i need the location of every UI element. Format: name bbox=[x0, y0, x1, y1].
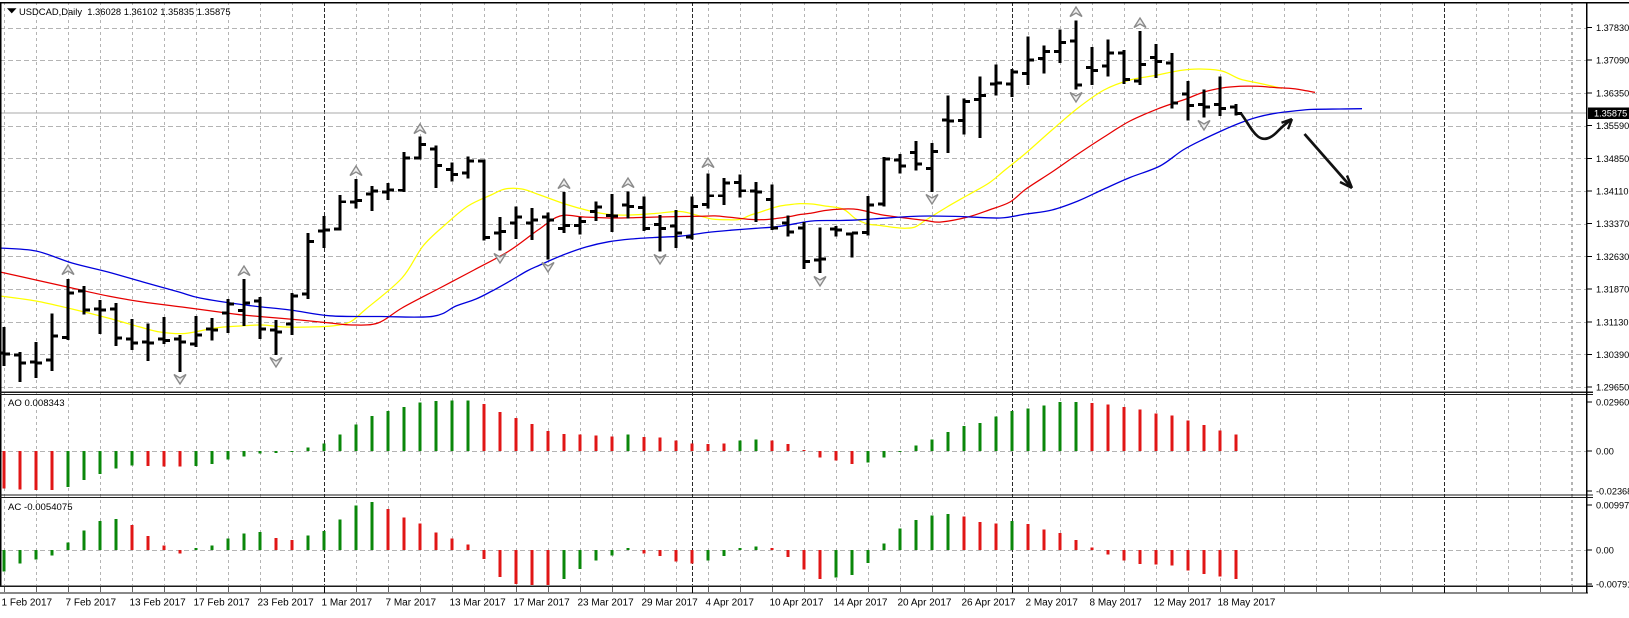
svg-text:10 Apr 2017: 10 Apr 2017 bbox=[770, 598, 824, 609]
svg-text:7 Feb 2017: 7 Feb 2017 bbox=[66, 598, 117, 609]
svg-text:1.30390: 1.30390 bbox=[1596, 350, 1629, 360]
svg-text:14 Apr 2017: 14 Apr 2017 bbox=[834, 598, 888, 609]
svg-text:1 Feb 2017: 1 Feb 2017 bbox=[2, 598, 53, 609]
svg-text:1 Mar 2017: 1 Mar 2017 bbox=[322, 598, 373, 609]
svg-text:1.34110: 1.34110 bbox=[1596, 187, 1629, 197]
svg-text:18 May 2017: 18 May 2017 bbox=[1218, 598, 1276, 609]
svg-text:23 Mar 2017: 23 Mar 2017 bbox=[578, 598, 635, 609]
svg-text:1.35590: 1.35590 bbox=[1596, 121, 1629, 131]
svg-text:29 Mar 2017: 29 Mar 2017 bbox=[642, 598, 699, 609]
svg-text:-0.007913: -0.007913 bbox=[1596, 580, 1629, 590]
svg-text:AO 0.008343: AO 0.008343 bbox=[8, 398, 65, 409]
svg-text:4 Apr 2017: 4 Apr 2017 bbox=[706, 598, 755, 609]
svg-text:13 Feb 2017: 13 Feb 2017 bbox=[130, 598, 187, 609]
svg-text:20 Apr 2017: 20 Apr 2017 bbox=[898, 598, 952, 609]
svg-text:1.34850: 1.34850 bbox=[1596, 154, 1629, 164]
svg-text:1.37090: 1.37090 bbox=[1596, 56, 1629, 66]
svg-text:0.00: 0.00 bbox=[1596, 546, 1614, 556]
svg-text:1.32630: 1.32630 bbox=[1596, 252, 1629, 262]
svg-text:1.33370: 1.33370 bbox=[1596, 219, 1629, 229]
svg-text:0.029606: 0.029606 bbox=[1596, 398, 1629, 408]
svg-text:7 Mar 2017: 7 Mar 2017 bbox=[386, 598, 437, 609]
svg-text:2 May 2017: 2 May 2017 bbox=[1026, 598, 1079, 609]
svg-text:0.00: 0.00 bbox=[1596, 447, 1614, 457]
svg-text:17 Feb 2017: 17 Feb 2017 bbox=[194, 598, 251, 609]
svg-text:0.0099758: 0.0099758 bbox=[1596, 501, 1629, 511]
svg-text:1.31130: 1.31130 bbox=[1596, 317, 1629, 327]
svg-text:12 May 2017: 12 May 2017 bbox=[1154, 598, 1212, 609]
svg-text:-0.023681: -0.023681 bbox=[1596, 487, 1629, 497]
svg-text:13 Mar 2017: 13 Mar 2017 bbox=[450, 598, 507, 609]
svg-text:17 Mar 2017: 17 Mar 2017 bbox=[514, 598, 571, 609]
svg-text:1.36350: 1.36350 bbox=[1596, 88, 1629, 98]
svg-text:1.35875: 1.35875 bbox=[1594, 109, 1627, 119]
svg-text:23 Feb 2017: 23 Feb 2017 bbox=[258, 598, 315, 609]
svg-text:AC -0.0054075: AC -0.0054075 bbox=[8, 502, 73, 513]
svg-text:26 Apr 2017: 26 Apr 2017 bbox=[962, 598, 1016, 609]
svg-text:1.29650: 1.29650 bbox=[1596, 383, 1629, 393]
svg-text:8 May 2017: 8 May 2017 bbox=[1090, 598, 1143, 609]
svg-text:1.37830: 1.37830 bbox=[1596, 23, 1629, 33]
svg-text:USDCAD,Daily 1.36028 1.36102: USDCAD,Daily 1.36028 1.36102 1.35835 1.3… bbox=[19, 6, 231, 17]
svg-text:1.31870: 1.31870 bbox=[1596, 285, 1629, 295]
